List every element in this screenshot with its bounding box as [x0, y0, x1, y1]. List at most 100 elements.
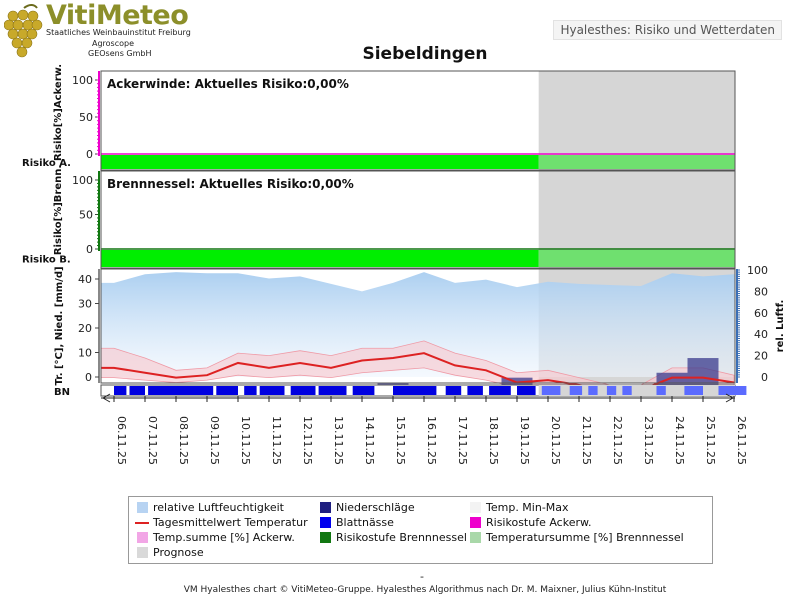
- legend-swatch: [320, 517, 331, 528]
- weather-ytick-label: 20: [78, 322, 92, 335]
- weather-y2label: rel. Luftf.: [775, 300, 786, 353]
- x-tick-label: 15.11.25: [394, 416, 407, 465]
- legend-swatch: [470, 502, 481, 513]
- brennnessel-ylabel: Risiko[%]Brenn.: [53, 165, 64, 255]
- wetness-segment: [216, 386, 238, 395]
- x-tick-label: 13.11.25: [332, 416, 345, 465]
- legend-swatch: [137, 502, 148, 513]
- ackerwinde-risk-band: [101, 155, 539, 169]
- wetness-segment: [318, 386, 347, 395]
- x-tick-label: 20.11.25: [549, 416, 562, 465]
- ackerwinde-risk-row-label: Risiko A.: [22, 158, 71, 169]
- weather-y2tick-label: 60: [754, 307, 768, 320]
- x-tick-label: 12.11.25: [301, 416, 314, 465]
- footer-dash: -: [420, 570, 424, 583]
- x-tick-label: 23.11.25: [642, 416, 655, 465]
- legend-swatch: [137, 547, 148, 558]
- footer-credit: VM Hyalesthes chart © VitiMeteo-Gruppe. …: [183, 585, 667, 595]
- ackerwinde-ytick-label: 0: [86, 148, 93, 161]
- weather-panel: BN 0 10 20 30 40 Tr. [°C], Nied. [mm/d] 0 20 40 60…: [54, 264, 786, 398]
- legend-item-label: Temp. Min-Max: [486, 501, 569, 514]
- weather-ytick-label: 10: [78, 347, 92, 360]
- x-tick-label: 11.11.25: [270, 416, 283, 465]
- ackerwinde-border: [100, 70, 736, 171]
- logo-line-geosens: GEOsens GmbH: [88, 49, 152, 58]
- legend-swatch: [135, 522, 149, 524]
- humidity-area: [101, 272, 735, 377]
- legend-item-label: Risikostufe Brennnessel: [336, 531, 467, 544]
- x-tick-label: 19.11.25: [518, 416, 531, 465]
- x-tick-label: 24.11.25: [673, 416, 686, 465]
- wetness-segment: [606, 386, 617, 395]
- weather-y2tick-label: 40: [754, 328, 768, 341]
- ackerwinde-ytick-label: 100: [72, 74, 93, 87]
- wetness-segment: [622, 386, 632, 395]
- weather-y2tick-label: 0: [761, 371, 768, 384]
- chart-caption: Hyalesthes: Risiko und Wetterdaten: [553, 20, 782, 40]
- wetness-segment: [352, 386, 375, 395]
- x-tick-label: 10.11.25: [239, 416, 252, 465]
- weather-ytick-label: 40: [78, 273, 92, 286]
- brennnessel-risk-band-forecast: [538, 250, 735, 267]
- wetness-segment: [489, 386, 511, 395]
- wetness-segment: [290, 386, 316, 395]
- brennnessel-risk-row-label: Risiko B.: [22, 255, 71, 266]
- wetness-segment: [718, 386, 747, 395]
- weather-ytick-label: 30: [78, 298, 92, 311]
- legend-item-label: relative Luftfeuchtigkeit: [153, 501, 284, 514]
- brennnessel-ytick-label: 100: [72, 174, 93, 187]
- legend-item-label: Tagesmittelwert Temperatur: [153, 516, 308, 529]
- legend-item-label: Niederschläge: [336, 501, 415, 514]
- legend-item-label: Blattnässe: [336, 516, 394, 529]
- precipitation-bar: [377, 382, 409, 385]
- legend-item-label: Temperatursumme [%] Brennnessel: [486, 531, 684, 544]
- wetness-segment: [588, 386, 598, 395]
- weather-y2tick-label: 100: [747, 264, 768, 277]
- wetness-segment: [569, 386, 583, 395]
- wetness-segment: [259, 386, 285, 395]
- weather-ytick-label: 0: [85, 371, 92, 384]
- precipitation-bar: [501, 377, 533, 385]
- logo-line-institut: Staatliches Weinbauinstitut Freiburg: [46, 28, 191, 37]
- legend-swatch: [470, 517, 481, 528]
- legend-item-label: Temp.summe [%] Ackerw.: [153, 531, 295, 544]
- x-tick-label: 08.11.25: [177, 416, 190, 465]
- precipitation-bar: [687, 358, 719, 385]
- weather-border: [100, 268, 736, 384]
- wetness-forecast-area: [538, 385, 735, 396]
- legend-swatch: [470, 532, 481, 543]
- weather-ylabel: Tr. [°C], Nied. [mm/d]: [54, 266, 65, 385]
- brennnessel-annotation: Brennnessel: Aktuelles Risiko:0,00%: [107, 177, 354, 191]
- wetness-segment: [393, 386, 437, 395]
- wetness-row-label: BN: [54, 387, 70, 398]
- legend-item-label: Risikostufe Ackerw.: [486, 516, 592, 529]
- ackerwinde-panel: 0 50 100 Risiko[%]Ackerw.Risiko A. Ackerwind…: [22, 64, 736, 171]
- x-tick-label: 16.11.25: [425, 416, 438, 465]
- brennnessel-panel: 0 50 100 Risiko[%]Brenn.Risiko B. Brennnesse…: [22, 165, 736, 269]
- weather-y2tick-label: 80: [754, 285, 768, 298]
- ackerwinde-risk-band-forecast: [538, 155, 735, 169]
- ackerwinde-ytick-label: 50: [79, 111, 93, 124]
- time-axis: 06.11.25 07.11.25 08.11.25 09.11.25 10.11.25…: [101, 393, 748, 465]
- x-tick-label: 07.11.25: [146, 416, 159, 465]
- legend: relative Luftfeuchtigkeit Niederschläge Te…: [128, 496, 713, 564]
- wetness-segment: [467, 386, 483, 395]
- legend-swatch: [320, 502, 331, 513]
- brennnessel-border: [100, 170, 736, 269]
- logo-line-agroscope: Agroscope: [92, 39, 135, 48]
- wetness-segment: [244, 386, 257, 395]
- wetness-segment: [656, 386, 666, 395]
- wetness-segment: [114, 386, 127, 395]
- logo-title: VitiMeteo: [46, 0, 189, 31]
- grape-cluster-icon: [4, 4, 43, 58]
- ackerwinde-annotation: Ackerwinde: Aktuelles Risiko:0,00%: [107, 77, 349, 91]
- wetness-segment: [445, 386, 462, 395]
- weather-y2tick-label: 20: [754, 350, 768, 363]
- scroll-left-arrow-icon: [102, 393, 111, 403]
- legend-swatch: [320, 532, 331, 543]
- wetness-segment: [129, 386, 145, 395]
- ackerwinde-ylabel: Risiko[%]Ackerw.: [53, 64, 64, 161]
- legend-item-label: Prognose: [153, 546, 204, 559]
- x-tick-label: 18.11.25: [487, 416, 500, 465]
